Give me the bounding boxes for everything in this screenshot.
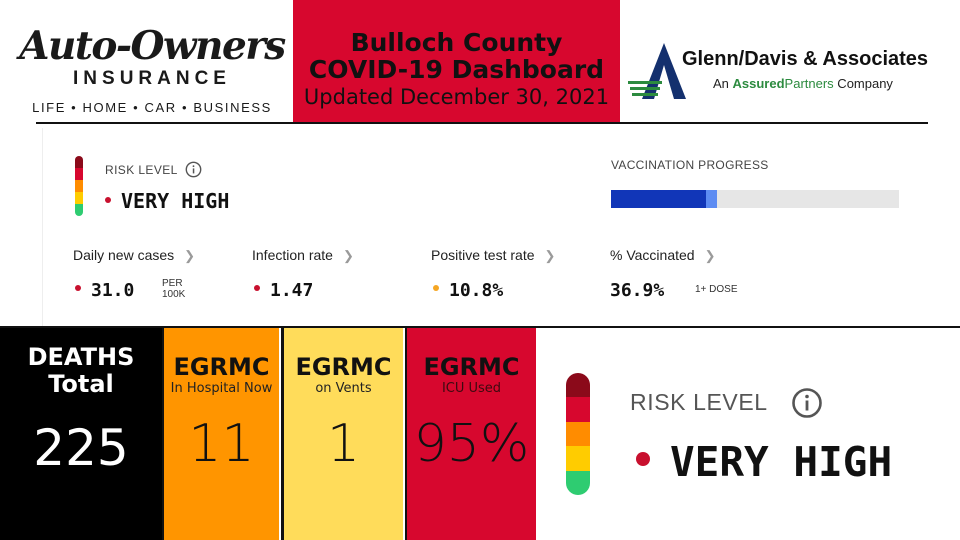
metric-unit-per-100k: PER 100K xyxy=(162,278,185,300)
risk-level-text: VERY HIGH xyxy=(670,438,893,486)
metric-percent-vaccinated[interactable]: % Vaccinated ❯ xyxy=(610,247,715,264)
auto-owners-subtitle: INSURANCE xyxy=(73,68,231,89)
meter-segment xyxy=(75,192,83,204)
meter-segment xyxy=(75,180,83,192)
meter-segment xyxy=(566,421,590,447)
risk-dot xyxy=(636,452,650,466)
metric-value-daily-new-cases: 31.0 xyxy=(75,280,134,301)
metric-value-percent-vaccinated: 36.9% xyxy=(610,280,664,301)
unit-line2: 100K xyxy=(162,289,186,300)
meter-segment xyxy=(566,446,590,471)
hospital-subtitle: In Hospital Now xyxy=(170,381,273,396)
metric-value-infection-rate: 1.47 xyxy=(254,280,313,301)
deaths-panel: DEATHS Total 225 xyxy=(0,328,162,540)
metric-label: % Vaccinated xyxy=(610,247,695,263)
updated-date: Updated December 30, 2021 xyxy=(303,85,610,109)
vaccination-progress-bar xyxy=(611,190,899,208)
auto-owners-tagline: LIFE • HOME • CAR • BUSINESS xyxy=(32,100,272,115)
dashboard-title-box: Bulloch County COVID-19 Dashboard Update… xyxy=(293,0,620,124)
metric-value-positive-test-rate: 10.8% xyxy=(433,280,503,301)
risk-level-label: RISK LEVEL xyxy=(105,163,178,177)
dashboard-title-line1: Bulloch County xyxy=(350,28,563,57)
hospital-panel: EGRMC In Hospital Now 11 xyxy=(162,328,279,540)
info-icon[interactable] xyxy=(185,161,202,178)
vents-subtitle: on Vents xyxy=(315,381,372,396)
meter-segment xyxy=(75,156,83,168)
icu-value: 95% xyxy=(413,414,530,474)
header: Auto-Owners INSURANCE LIFE • HOME • CAR … xyxy=(0,0,960,125)
chevron-right-icon: ❯ xyxy=(704,248,716,263)
risk-level-text: VERY HIGH xyxy=(121,189,230,213)
meter-segment xyxy=(566,397,590,422)
gd-sub-brand1: Assured xyxy=(732,76,785,91)
vents-panel: EGRMC on Vents 1 xyxy=(281,328,403,540)
metric-label: Daily new cases xyxy=(73,247,175,263)
risk-dot xyxy=(105,196,111,203)
header-divider xyxy=(36,122,928,124)
deaths-title-line1: DEATHS xyxy=(27,343,135,371)
chevron-right-icon: ❯ xyxy=(544,248,556,263)
status-dot xyxy=(75,285,81,291)
meter-segment xyxy=(566,470,590,495)
meter-segment xyxy=(75,168,83,180)
vents-title: EGRMC xyxy=(295,353,392,381)
risk-level-meter-large xyxy=(566,373,590,495)
metric-value: 31.0 xyxy=(91,280,135,301)
section-divider xyxy=(0,326,960,328)
unit-line1: PER xyxy=(162,278,183,289)
risk-level-label-large: RISK LEVEL xyxy=(630,389,768,415)
chevron-right-icon: ❯ xyxy=(342,248,354,263)
metric-label: Positive test rate xyxy=(431,247,535,263)
auto-owners-logo: Auto-Owners INSURANCE LIFE • HOME • CAR … xyxy=(16,26,288,116)
auto-owners-name: Auto-Owners xyxy=(19,23,286,69)
risk-level-value-large: VERY HIGH xyxy=(636,438,892,486)
glenn-davis-mark-icon xyxy=(628,43,686,99)
status-dot xyxy=(254,285,260,291)
vents-value: 1 xyxy=(326,414,361,474)
gd-sub-prefix: An xyxy=(713,76,733,91)
icu-panel: EGRMC ICU Used 95% xyxy=(405,328,536,540)
icu-title: EGRMC xyxy=(423,353,520,381)
glenn-davis-subtitle: An AssuredPartners Company xyxy=(713,76,893,91)
vaccination-full-fill xyxy=(611,190,707,208)
metric-value: 10.8% xyxy=(449,280,504,301)
icu-subtitle: ICU Used xyxy=(441,381,502,396)
deaths-title-line2: Total xyxy=(48,370,114,398)
hospital-title: EGRMC xyxy=(173,353,270,381)
risk-level-meter xyxy=(75,156,83,216)
metric-value: 1.47 xyxy=(270,280,314,301)
status-dot xyxy=(433,285,439,291)
metric-unit-one-dose: 1+ DOSE xyxy=(695,284,738,295)
meter-segment xyxy=(566,373,590,398)
metric-value: 36.9% xyxy=(610,280,665,301)
dashboard-title-line2: COVID-19 Dashboard xyxy=(308,55,605,84)
metric-infection-rate[interactable]: Infection rate ❯ xyxy=(252,247,354,264)
metric-label: Infection rate xyxy=(252,247,333,263)
risk-level-value: VERY HIGH xyxy=(105,189,229,213)
risk-card: RISK LEVEL VERY HIGH VACCINATION PROGRES… xyxy=(42,128,960,326)
gd-sub-suffix: Company xyxy=(833,76,893,91)
meter-segment xyxy=(75,204,83,216)
vaccination-progress-label: VACCINATION PROGRESS xyxy=(611,158,769,172)
glenn-davis-logo: Glenn/Davis & Associates An AssuredPartn… xyxy=(622,30,952,110)
chevron-right-icon: ❯ xyxy=(184,248,196,263)
metric-positive-test-rate[interactable]: Positive test rate ❯ xyxy=(431,247,555,264)
hospital-value: 11 xyxy=(188,414,255,474)
metric-daily-new-cases[interactable]: Daily new cases ❯ xyxy=(73,247,195,264)
info-icon[interactable] xyxy=(791,387,823,419)
glenn-davis-name: Glenn/Davis & Associates xyxy=(682,48,929,70)
deaths-value: 225 xyxy=(33,419,129,477)
gd-sub-brand2: Partners xyxy=(784,76,834,91)
